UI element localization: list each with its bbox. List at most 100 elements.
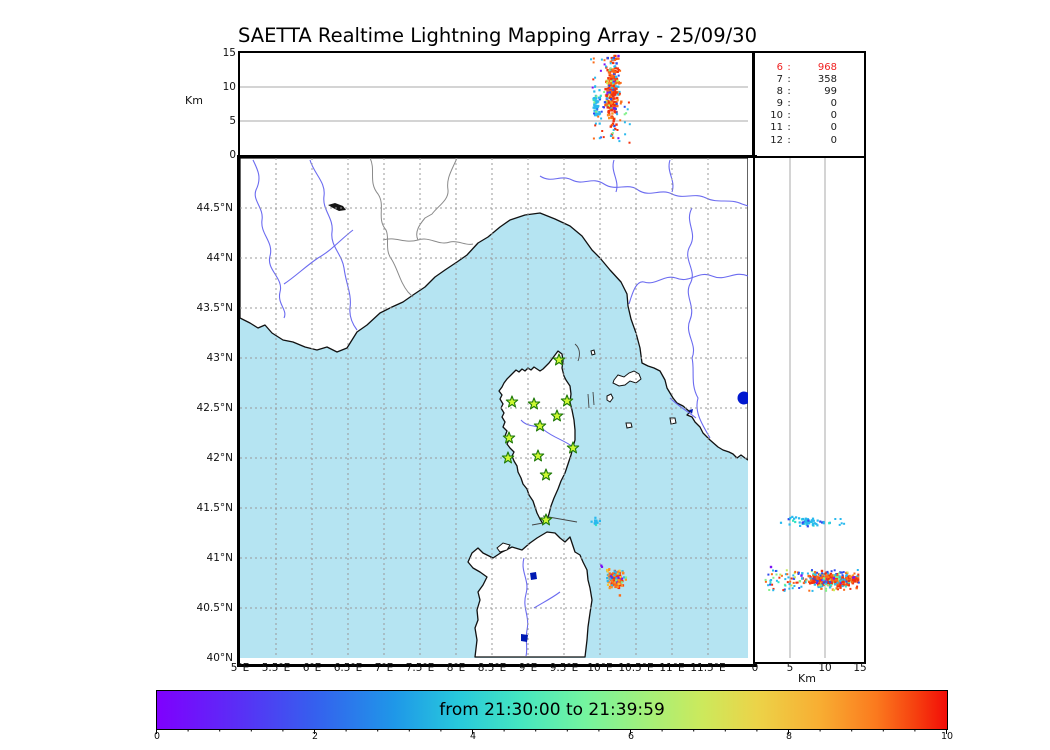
colorbar-tick-label: 0 bbox=[153, 731, 161, 742]
colorbar-tick-label: 10 bbox=[940, 731, 954, 742]
top-panel-y-axis-label: Km bbox=[185, 94, 203, 107]
stats-row: 10: 0 bbox=[763, 110, 864, 122]
station-star-marker bbox=[533, 419, 547, 432]
longitude-tick-label: 10.5°E bbox=[618, 662, 654, 674]
longitude-tick-label: 9.5°E bbox=[549, 662, 579, 674]
latitude-tick-label: 43°N bbox=[206, 351, 233, 364]
stats-row: 11: 0 bbox=[763, 122, 864, 134]
station-id: 6 bbox=[776, 62, 783, 73]
station-id: 7 bbox=[776, 74, 783, 86]
station-count: 99 bbox=[824, 86, 837, 98]
stats-row: 9: 0 bbox=[763, 98, 864, 110]
longitude-tick-label: 6°E bbox=[302, 662, 322, 674]
separator: : bbox=[787, 74, 791, 86]
latitude-tick-label: 44.5°N bbox=[196, 201, 233, 214]
longitude-tick-label: 8°E bbox=[446, 662, 466, 674]
longitude-tick-label: 5°E bbox=[230, 662, 250, 674]
separator: : bbox=[787, 134, 791, 146]
longitude-tick-label: 5.5°E bbox=[261, 662, 291, 674]
altitude-tick-label: 5 bbox=[229, 114, 236, 127]
station-star-marker bbox=[550, 409, 564, 422]
longitude-tick-label: 8.5°E bbox=[477, 662, 507, 674]
station-star-marker bbox=[539, 513, 553, 526]
country-borders bbox=[369, 158, 474, 298]
latitude-tick-label: 41.5°N bbox=[196, 501, 233, 514]
geographic-map bbox=[240, 158, 748, 658]
right-panel-x-axis-label: Km bbox=[798, 672, 816, 685]
stats-row: 6: 968 bbox=[763, 62, 864, 74]
station-stats-panel: 6:968 7:358 8:99 9:0 10:0 11:0 12:0 bbox=[753, 51, 866, 161]
altitude-tick-label: 0 bbox=[229, 148, 236, 161]
station-id: 12 bbox=[770, 134, 783, 146]
latitude-tick-label: 40.5°N bbox=[196, 601, 233, 614]
station-count: 0 bbox=[830, 122, 837, 134]
latitude-tick-label: 40°N bbox=[206, 651, 233, 664]
altitude-tick-label: 10 bbox=[222, 80, 236, 93]
time-colorbar: from 21:30:00 to 21:39:59 bbox=[156, 690, 948, 730]
station-star-marker bbox=[502, 431, 516, 444]
map-line-features bbox=[531, 343, 595, 526]
station-star-marker bbox=[552, 353, 566, 366]
km-tick-label: 15 bbox=[853, 662, 867, 674]
lightning-scatter bbox=[764, 515, 860, 592]
station-count: 0 bbox=[830, 110, 837, 122]
station-count: 0 bbox=[830, 98, 837, 110]
colorbar-tick-label: 8 bbox=[785, 731, 793, 742]
colorbar-time-range-label: from 21:30:00 to 21:39:59 bbox=[439, 700, 665, 720]
lakes bbox=[328, 203, 693, 642]
station-star-marker bbox=[527, 397, 541, 410]
station-star-marker bbox=[566, 441, 580, 454]
island bbox=[612, 370, 642, 387]
latitude-tick-label: 44°N bbox=[206, 251, 233, 264]
station-id: 9 bbox=[776, 98, 783, 110]
coastline bbox=[240, 158, 748, 461]
separator: : bbox=[787, 110, 791, 122]
separator: : bbox=[787, 86, 791, 98]
island bbox=[606, 393, 614, 403]
km-tick-label: 5 bbox=[786, 662, 794, 674]
lma-station-markers bbox=[501, 353, 580, 526]
latitude-tick-label: 42.5°N bbox=[196, 401, 233, 414]
longitude-tick-label: 11°E bbox=[659, 662, 685, 674]
station-id: 10 bbox=[770, 110, 783, 122]
longitude-tick-label: 6.5°E bbox=[333, 662, 363, 674]
colorbar-tick-label: 6 bbox=[627, 731, 635, 742]
altitude-tick-label: 15 bbox=[222, 46, 236, 59]
station-star-marker bbox=[505, 395, 519, 408]
station-id: 8 bbox=[776, 86, 783, 98]
altitude-latitude-plot bbox=[764, 158, 860, 658]
station-star-marker bbox=[531, 449, 545, 462]
station-id: 11 bbox=[770, 122, 783, 134]
station-star-marker bbox=[539, 468, 553, 481]
km-tick-label: 0 bbox=[751, 662, 759, 674]
station-star-marker bbox=[560, 394, 574, 407]
colorbar-tick-label: 2 bbox=[311, 731, 319, 742]
separator: : bbox=[787, 62, 791, 73]
rivers bbox=[252, 159, 748, 657]
longitude-tick-label: 11.5°E bbox=[690, 662, 726, 674]
altitude-latitude-panel bbox=[753, 156, 866, 664]
altitude-longitude-plot bbox=[240, 54, 748, 144]
island bbox=[590, 349, 596, 356]
latitude-tick-label: 43.5°N bbox=[196, 301, 233, 314]
lightning-scatter bbox=[590, 54, 631, 144]
city-dot-marker bbox=[737, 391, 748, 405]
figure-title: SAETTA Realtime Lightning Mapping Array … bbox=[238, 24, 757, 47]
map-grid bbox=[240, 158, 748, 658]
station-count: 0 bbox=[830, 134, 837, 146]
longitude-tick-label: 7°E bbox=[374, 662, 394, 674]
station-count-list: 6:968 7:358 8:99 9:0 10:0 11:0 12:0 bbox=[755, 53, 864, 147]
latitude-tick-label: 42°N bbox=[206, 451, 233, 464]
stats-row: 12: 0 bbox=[763, 135, 864, 147]
lightning-scatter bbox=[590, 516, 628, 597]
colorbar-ticks bbox=[156, 729, 947, 734]
coastline bbox=[498, 350, 576, 525]
longitude-tick-label: 10°E bbox=[587, 662, 613, 674]
separator: : bbox=[787, 122, 791, 134]
longitude-tick-label: 7.5°E bbox=[405, 662, 435, 674]
island bbox=[625, 422, 633, 429]
colorbar-tick-label: 4 bbox=[469, 731, 477, 742]
map-panel bbox=[237, 155, 757, 667]
island bbox=[496, 542, 511, 553]
